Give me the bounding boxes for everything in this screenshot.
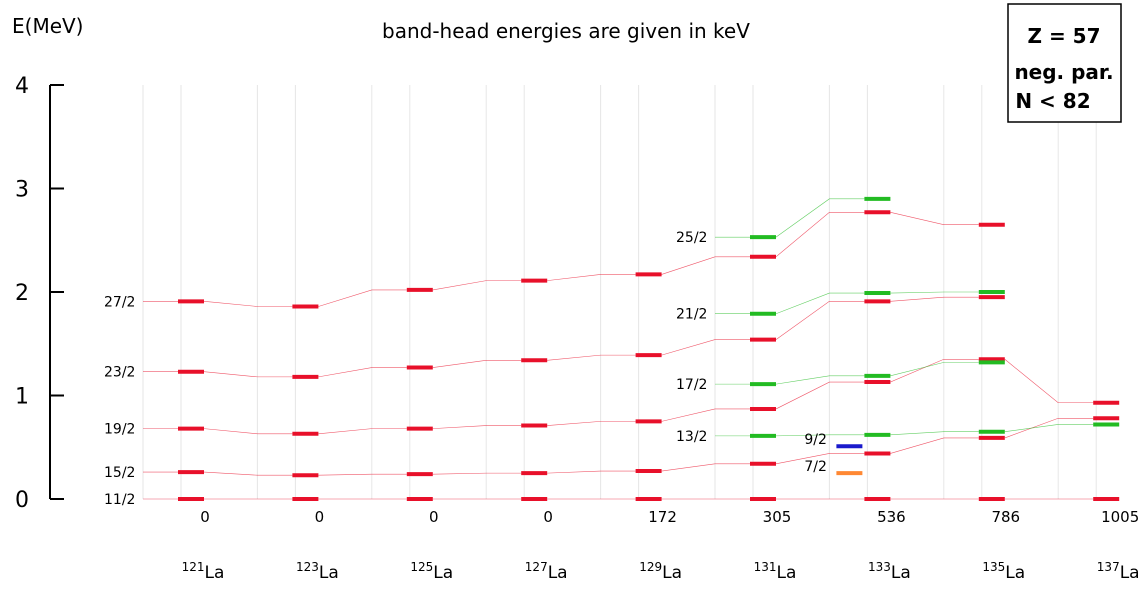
bandhead-energy-137: 1005 (1101, 508, 1139, 526)
connector-lines (143, 198, 1094, 500)
spin-label-23-2: 23/2 (104, 365, 135, 381)
legend-line-2: neg. par. (1014, 60, 1113, 84)
connector-27-2-6 (775, 212, 865, 258)
connector-25-2-6 (775, 198, 865, 238)
connector-23-2-1 (203, 371, 293, 378)
x-labels: 0 121La 0 123La 0 125La 0 127La 172 129La 305 131La… (182, 508, 1140, 583)
y-tick-label: 4 (15, 74, 29, 99)
bandhead-energy-135: 786 (991, 508, 1020, 526)
spin-label-25-2: 25/2 (676, 230, 707, 246)
connector-19-2-3 (432, 425, 522, 429)
connector-27-2-5 (661, 256, 750, 275)
y-tick-label: 3 (15, 178, 29, 203)
spin-label-27-2: 27/2 (104, 294, 135, 310)
y-tick-label: 1 (15, 385, 29, 410)
level-marks (178, 196, 1120, 501)
chart-title: band-head energies are given in keV (382, 19, 750, 43)
y-ticks: 0 1 2 3 4 (15, 74, 64, 513)
nucleus-label-135: 135La (982, 560, 1025, 583)
connector-15-2-8 (1004, 417, 1094, 439)
connector-23-2-7 (890, 296, 979, 302)
connector-23-2-5 (661, 339, 750, 356)
connector-23-2-4 (547, 354, 636, 361)
bandhead-energy-129: 172 (648, 508, 677, 526)
spin-label-17-2: 17/2 (676, 377, 707, 393)
spin-label-13-2: 13/2 (676, 429, 707, 445)
y-axis-label: E(MeV) (12, 14, 83, 38)
connector-15-2-4 (547, 470, 636, 474)
spin-labels: 11/2 15/2 19/2 23/2 27/2 13/2 17/2 21/2 25/2 9/2 7… (104, 230, 827, 508)
spin-label-15-2: 15/2 (104, 465, 135, 481)
connector-19-2-7 (890, 358, 979, 383)
connector-17-2-6 (775, 375, 865, 385)
connector-13-2-8 (1004, 424, 1094, 433)
connector-23-2-3 (432, 360, 522, 368)
connector-15-2-3 (432, 472, 522, 475)
spin-label-19-2: 19/2 (104, 422, 135, 438)
spin-label-7-2: 7/2 (804, 459, 827, 475)
legend-line-3: N < 82 (1015, 89, 1090, 113)
connector-13-2-7 (890, 431, 979, 436)
nucleus-label-131: 131La (754, 560, 797, 583)
legend-box: Z = 57 neg. par. N < 82 (1007, 3, 1122, 123)
bandhead-energy-133: 536 (877, 508, 906, 526)
connector-27-2-7 (890, 212, 979, 226)
bandhead-energy-121: 0 (200, 508, 210, 526)
nucleus-label-133: 133La (868, 560, 911, 583)
y-tick-label: 0 (15, 488, 29, 513)
connector-27-2-3 (432, 280, 522, 291)
nucleus-label-127: 127La (525, 560, 568, 583)
connector-21-2-6 (775, 292, 865, 315)
connector-19-2-5 (661, 408, 750, 422)
connector-27-2-4 (547, 274, 636, 281)
connector-21-2-7 (890, 291, 979, 294)
connector-19-2-8 (1004, 359, 1094, 404)
nucleus-label-137: 137La (1097, 560, 1140, 583)
bandhead-energy-131: 305 (763, 508, 792, 526)
connector-23-2-2 (318, 367, 407, 378)
connector-15-2-2 (318, 473, 407, 476)
connector-27-2-1 (203, 301, 293, 307)
legend-line-1: Z = 57 (1027, 24, 1100, 48)
bandhead-energy-127: 0 (543, 508, 553, 526)
connector-27-2-2 (318, 289, 407, 307)
connector-19-2-6 (775, 381, 865, 410)
spin-label-11-2: 11/2 (104, 492, 135, 508)
y-tick-label: 2 (15, 281, 29, 306)
spin-label-9-2: 9/2 (804, 432, 827, 448)
connector-17-2-7 (890, 362, 979, 377)
spin-label-21-2: 21/2 (676, 307, 707, 323)
bandhead-energy-123: 0 (315, 508, 325, 526)
connector-19-2-2 (318, 428, 407, 435)
connector-15-2-7 (890, 437, 979, 454)
bandhead-energy-125: 0 (429, 508, 439, 526)
connector-15-2-6 (775, 453, 865, 465)
nucleus-label-125: 125La (410, 560, 453, 583)
legend-frame (1007, 3, 1122, 123)
nucleus-label-129: 129La (639, 560, 682, 583)
connector-19-2-1 (203, 428, 293, 435)
nucleus-label-121: 121La (182, 560, 225, 583)
nucleus-label-123: 123La (296, 560, 339, 583)
connector-13-2-6 (775, 434, 865, 437)
connector-15-2-1 (203, 471, 293, 476)
connector-19-2-4 (547, 421, 636, 426)
connector-15-2-5 (661, 463, 750, 472)
connector-23-2-6 (775, 301, 865, 340)
